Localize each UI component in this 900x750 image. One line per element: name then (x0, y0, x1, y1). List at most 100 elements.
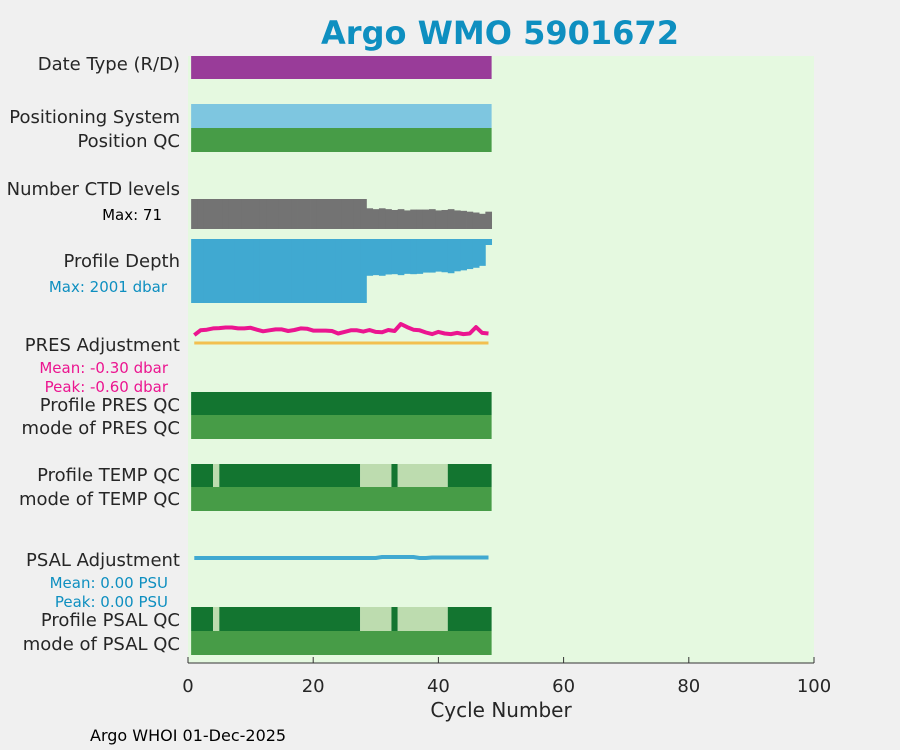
ctd-levels-bar (385, 209, 392, 229)
profile-depth-bar (259, 239, 267, 303)
chart-marks (191, 56, 493, 655)
ctd-levels-bar (266, 199, 273, 229)
profile-depth-bar (316, 239, 323, 303)
profile-depth-bar (435, 239, 442, 272)
profile-depth-max: Max: 2001 dbar (49, 278, 168, 296)
ctd-levels-bar (429, 209, 436, 229)
profile-depth-bar (216, 239, 223, 303)
profile-temp-qc-segment (213, 464, 220, 487)
profile-psal-qc-segment (397, 607, 448, 631)
profile-depth-bar (253, 239, 261, 303)
ctd-levels-bar (372, 209, 380, 229)
profile-psal-qc-segment (447, 607, 492, 631)
profile-temp-qc-segment (397, 464, 448, 487)
position-qc-bar (191, 128, 492, 152)
profile-temp-qc-segment (447, 464, 492, 487)
profile-depth-bar (385, 239, 392, 275)
row-labels: Date Type (R/D) Positioning System Positio… (7, 54, 180, 655)
profile-psal-qc-segment (391, 607, 398, 631)
ctd-levels-bar (216, 199, 223, 229)
ctd-levels-bar (403, 210, 411, 229)
psal-adjustment-line (194, 555, 489, 560)
profile-depth-bar (347, 239, 355, 303)
profile-depth-bar (291, 239, 298, 303)
profile-depth-bar (191, 239, 198, 303)
profile-depth-bar (429, 239, 436, 273)
ctd-levels-bar (391, 209, 399, 229)
x-tick-label: 100 (797, 676, 831, 697)
ctd-levels-bar (278, 199, 286, 229)
profile-depth-bar (360, 239, 367, 303)
profile-depth-bar (266, 239, 273, 303)
profile-depth-bar (447, 239, 455, 274)
footer-credit: Argo WHOI 01-Dec-2025 (90, 726, 286, 745)
profile-depth-bar (397, 239, 405, 276)
ctd-levels-bar (466, 211, 474, 229)
ctd-levels-bar (447, 209, 455, 229)
x-axis: 0 20 40 60 80 100 (182, 657, 831, 697)
profile-temp-qc-segment (219, 464, 361, 487)
ctd-levels-bar (410, 209, 417, 229)
profile-depth-bar (297, 239, 305, 303)
row-label-ctd-levels: Number CTD levels (7, 179, 180, 200)
ctd-levels-bar (310, 199, 317, 229)
profile-temp-qc-segment (191, 464, 214, 487)
x-axis-label: Cycle Number (430, 698, 572, 722)
profile-depth-bar (366, 239, 374, 276)
profile-pres-qc-bar (191, 392, 492, 415)
row-label-date-type: Date Type (R/D) (38, 54, 180, 75)
ctd-levels-bar (460, 210, 467, 229)
ctd-levels-bar (479, 213, 486, 229)
ctd-levels-bar (335, 199, 342, 229)
psal-adjustment-mean: Mean: 0.00 PSU (50, 574, 168, 592)
ctd-levels-bar (253, 199, 261, 229)
profile-depth-bar (234, 239, 242, 303)
profile-depth-bar (403, 239, 411, 274)
profile-depth-bar (391, 239, 399, 275)
x-tick-label: 0 (182, 676, 193, 697)
ctd-levels-max: Max: 71 (102, 206, 162, 224)
mode-temp-qc-bar (191, 487, 492, 511)
profile-temp-qc-segment (391, 464, 398, 487)
profile-psal-qc-segment (191, 607, 214, 631)
profile-temp-qc-segment (360, 464, 392, 487)
profile-depth-bar (353, 239, 361, 303)
pres-adjustment-mean: Mean: -0.30 dbar (39, 359, 169, 377)
ctd-levels-bar (341, 199, 349, 229)
ctd-levels-bar (328, 199, 336, 229)
plot-area (188, 56, 814, 663)
profile-depth-bar (466, 239, 474, 270)
ctd-levels-bar (347, 199, 355, 229)
profile-depth-bar (441, 239, 449, 273)
profile-depth-bar (485, 239, 493, 245)
profile-depth-bar (303, 239, 311, 303)
ctd-levels-bar (485, 211, 493, 229)
x-tick-label: 20 (302, 676, 325, 697)
row-label-profile-temp-qc: Profile TEMP QC (37, 465, 180, 486)
ctd-levels-bar (322, 199, 330, 229)
ctd-levels-bar (259, 199, 267, 229)
ctd-levels-bar (353, 199, 361, 229)
ctd-levels-bar (228, 199, 236, 229)
ctd-levels-bar (360, 199, 367, 229)
profile-depth-bar (247, 239, 255, 303)
ctd-levels-bar (454, 210, 461, 229)
positioning-system-bar (191, 104, 492, 128)
psal-adjustment-peak: Peak: 0.00 PSU (55, 593, 168, 611)
ctd-levels-bar (378, 208, 386, 229)
profile-depth-bar (335, 239, 342, 303)
ctd-levels-bar (285, 199, 292, 229)
x-tick-label: 40 (427, 676, 450, 697)
profile-depth-bar (241, 239, 248, 303)
profile-depth-bar (322, 239, 330, 303)
mode-psal-qc-bar (191, 631, 492, 655)
ctd-levels-bar (191, 199, 198, 229)
ctd-levels-bar (422, 209, 430, 229)
ctd-levels-bar (366, 208, 374, 229)
profile-depth-bar (222, 239, 230, 303)
row-label-profile-psal-qc: Profile PSAL QC (41, 610, 180, 631)
date-type-bar (191, 56, 492, 79)
row-label-mode-temp-qc: mode of TEMP QC (19, 489, 180, 510)
profile-depth-bar (410, 239, 417, 275)
profile-psal-qc-segment (360, 607, 392, 631)
